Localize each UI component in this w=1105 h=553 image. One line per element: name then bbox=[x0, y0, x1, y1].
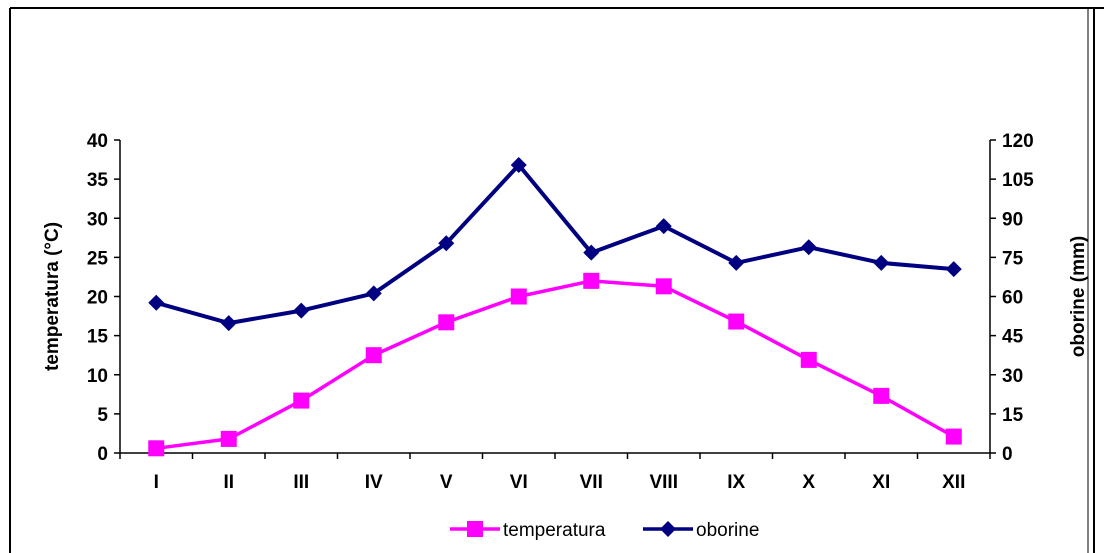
left-y-tick-label: 30 bbox=[87, 209, 108, 230]
left-y-tick-label: 15 bbox=[87, 327, 109, 348]
data-point-temperatura bbox=[293, 392, 310, 409]
data-point-temperatura bbox=[800, 351, 817, 368]
x-tick-label: X bbox=[802, 472, 815, 493]
legend-marker-temperatura bbox=[467, 521, 483, 537]
data-point-temperatura bbox=[728, 313, 745, 330]
data-point-temperatura bbox=[945, 428, 962, 445]
data-point-temperatura bbox=[438, 314, 455, 331]
left-y-tick-label: 25 bbox=[87, 248, 109, 269]
x-tick-label: XII bbox=[942, 472, 965, 493]
x-tick-label: IX bbox=[727, 472, 745, 493]
right-y-tick-label: 0 bbox=[1002, 444, 1013, 465]
data-point-oborine bbox=[873, 254, 890, 271]
series-line-oborine bbox=[155, 163, 954, 326]
data-point-temperatura bbox=[583, 272, 600, 289]
data-point-temperatura bbox=[655, 278, 672, 295]
legend-label-oborine: oborine bbox=[696, 520, 759, 541]
right-y-tick-label: 45 bbox=[1002, 327, 1024, 348]
data-point-oborine bbox=[365, 285, 382, 302]
right-y-tick-label: 15 bbox=[1002, 405, 1024, 426]
data-point-temperatura bbox=[510, 288, 527, 305]
data-point-oborine bbox=[728, 254, 745, 271]
data-point-oborine bbox=[510, 157, 527, 174]
series-line-temperatura bbox=[156, 279, 955, 451]
legend-label-temperatura: temperatura bbox=[503, 520, 606, 541]
left-y-tick-label: 5 bbox=[97, 405, 108, 426]
right-y-tick-label: 105 bbox=[1002, 170, 1034, 191]
right-y-tick-label: 30 bbox=[1002, 366, 1023, 387]
left-y-tick-label: 10 bbox=[87, 366, 108, 387]
right-y-axis-label: oborine (mm) bbox=[1068, 236, 1089, 357]
x-tick-label: VI bbox=[510, 472, 528, 493]
x-tick-label: IV bbox=[365, 472, 383, 493]
data-point-oborine bbox=[293, 302, 310, 319]
x-tick-label: VIII bbox=[649, 472, 678, 493]
data-point-oborine bbox=[655, 218, 672, 235]
x-tick-label: XI bbox=[872, 472, 890, 493]
data-point-oborine bbox=[220, 315, 237, 332]
legend-marker-oborine bbox=[660, 521, 676, 537]
x-tick-label: I bbox=[154, 472, 159, 493]
right-y-tick-label: 60 bbox=[1002, 288, 1023, 309]
x-tick-label: V bbox=[440, 472, 453, 493]
data-point-temperatura bbox=[220, 430, 237, 447]
data-point-oborine bbox=[583, 244, 600, 261]
data-point-oborine bbox=[945, 261, 962, 278]
data-point-temperatura bbox=[365, 347, 382, 364]
left-y-axis-label: temperatura (°C) bbox=[42, 222, 63, 371]
data-point-oborine bbox=[438, 235, 455, 252]
data-point-oborine bbox=[800, 239, 817, 256]
outer-frame bbox=[9, 7, 1104, 553]
right-y-tick-label: 75 bbox=[1002, 248, 1024, 269]
left-y-tick-label: 20 bbox=[87, 288, 108, 309]
x-tick-label: III bbox=[293, 472, 309, 493]
right-y-tick-label: 120 bbox=[1002, 131, 1034, 152]
data-point-temperatura bbox=[873, 387, 890, 404]
data-point-temperatura bbox=[148, 440, 165, 457]
left-y-tick-label: 35 bbox=[87, 170, 109, 191]
left-y-tick-label: 0 bbox=[97, 444, 108, 465]
left-y-tick-label: 40 bbox=[87, 131, 108, 152]
data-point-oborine bbox=[148, 294, 165, 311]
right-y-tick-label: 90 bbox=[1002, 209, 1023, 230]
x-tick-label: II bbox=[223, 472, 234, 493]
x-tick-label: VII bbox=[580, 472, 603, 493]
